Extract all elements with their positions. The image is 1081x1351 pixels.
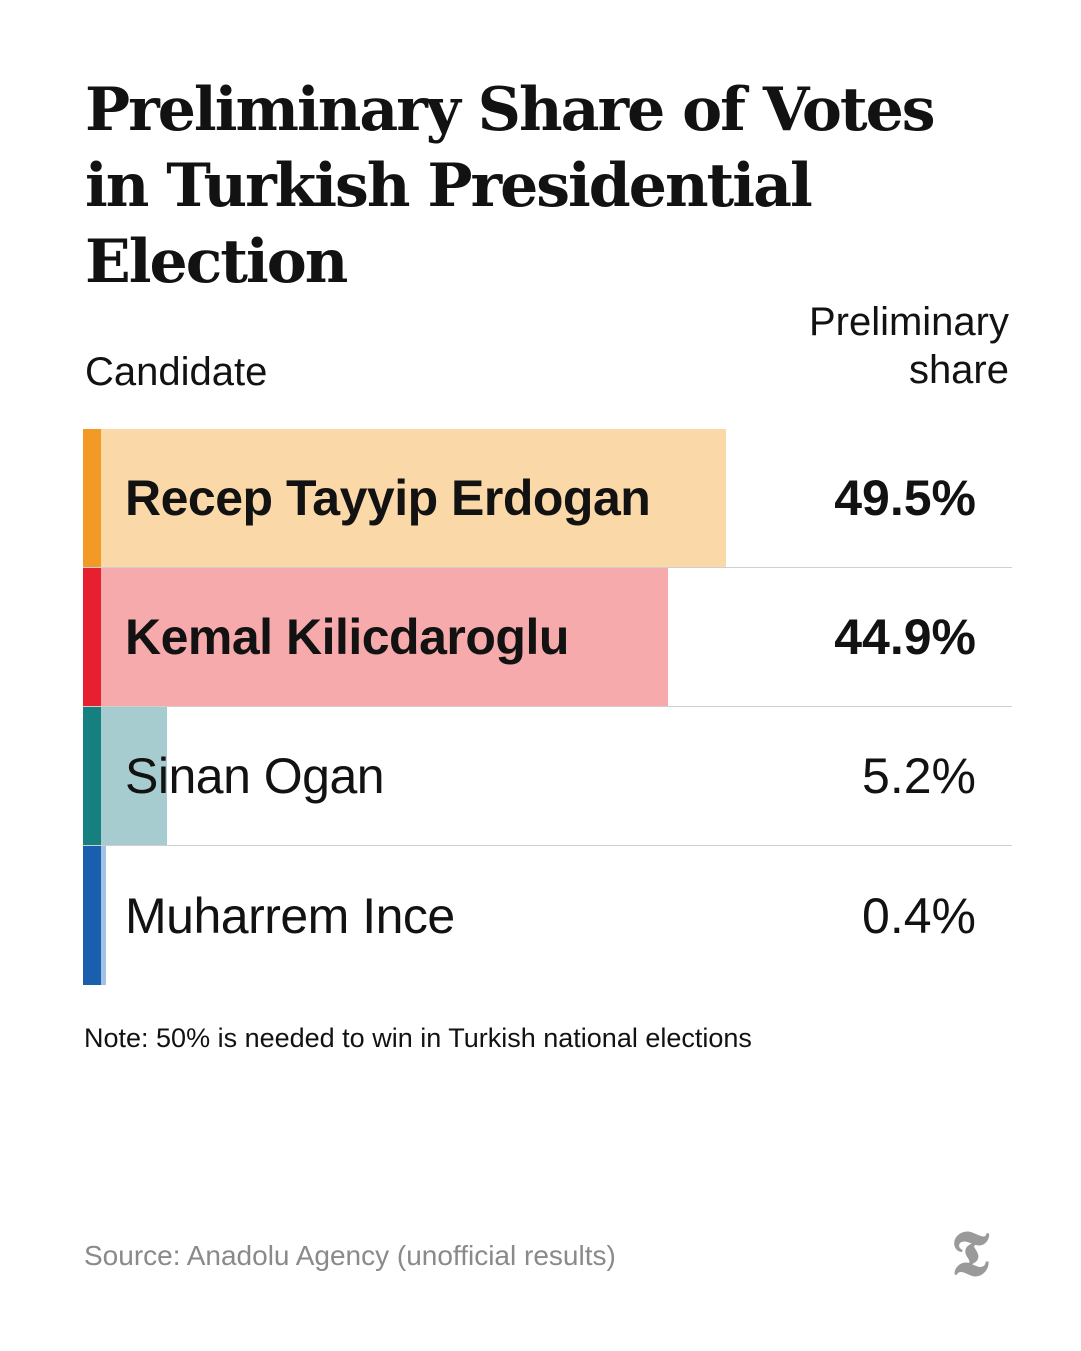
- candidate-name: Sinan Ogan: [125, 748, 385, 804]
- row-color-stripe: [83, 846, 101, 985]
- share-value-label: 44.9%: [834, 609, 976, 665]
- column-header-share: Preliminary share: [808, 300, 1009, 392]
- nyt-logo-icon: 𝕿: [950, 1217, 990, 1290]
- share-bar: [101, 707, 167, 845]
- source-credit: Source: Anadolu Agency (unofficial resul…: [84, 1240, 616, 1271]
- footnote: Note: 50% is needed to win in Turkish na…: [84, 1023, 752, 1053]
- row-color-stripe: [83, 568, 101, 706]
- row-color-stripe: [83, 707, 101, 845]
- results-table: Recep Tayyip Erdogan 49.5% Kemal Kilicdaro…: [83, 429, 1012, 985]
- share-bar: [101, 846, 107, 985]
- candidate-name: Recep Tayyip Erdogan: [125, 470, 651, 526]
- column-header-candidate: Candidate: [85, 350, 268, 394]
- candidate-name: Muharrem Ince: [125, 887, 455, 944]
- table-row: Recep Tayyip Erdogan 49.5%: [83, 429, 1012, 568]
- table-row: Muharrem Ince 0.4%: [83, 846, 1012, 985]
- share-value-label: 0.4%: [862, 887, 976, 944]
- share-value-label: 5.2%: [862, 748, 976, 804]
- share-value-label: 49.5%: [834, 470, 976, 526]
- share-bar: [101, 429, 727, 567]
- table-row: Sinan Ogan 5.2%: [83, 707, 1012, 846]
- table-row: Kemal Kilicdaroglu 44.9%: [83, 568, 1012, 707]
- row-color-stripe: [83, 429, 101, 567]
- share-bar: [101, 568, 669, 706]
- candidate-name: Kemal Kilicdaroglu: [125, 609, 569, 665]
- chart-title: Preliminary Share of Votes in Turkish Pr…: [85, 75, 936, 297]
